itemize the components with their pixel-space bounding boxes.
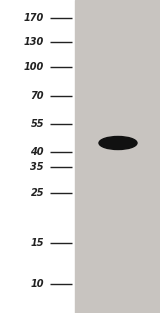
Bar: [0, 0, 75, 313]
Text: 25: 25: [31, 188, 44, 198]
Text: 100: 100: [24, 62, 44, 72]
Ellipse shape: [99, 136, 137, 150]
Text: 70: 70: [31, 91, 44, 101]
Text: 130: 130: [24, 37, 44, 47]
Text: 10: 10: [31, 279, 44, 289]
Text: 40: 40: [31, 147, 44, 157]
Text: 35: 35: [31, 162, 44, 172]
Text: 55: 55: [31, 119, 44, 129]
Bar: [75, 0, 160, 313]
Text: 15: 15: [31, 238, 44, 248]
Text: 170: 170: [24, 13, 44, 23]
